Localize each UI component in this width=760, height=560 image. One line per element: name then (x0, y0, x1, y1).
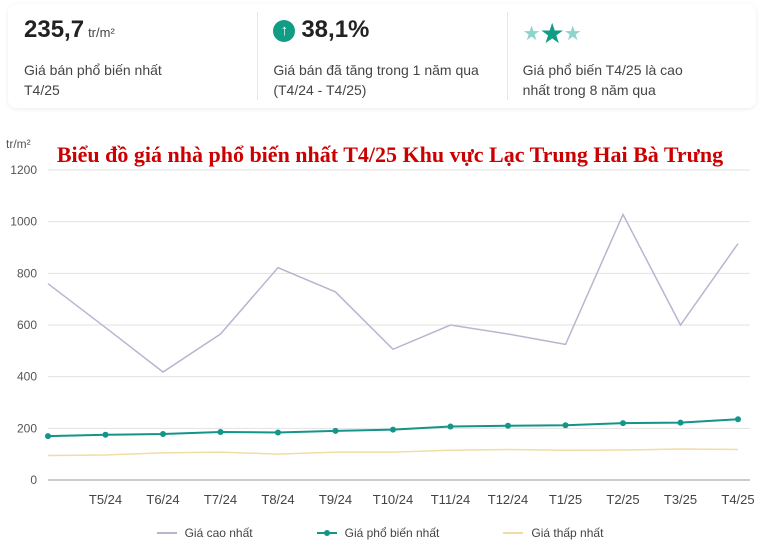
series-low-line (47, 448, 739, 457)
stat-common-price: 235,7 tr/m² Giá bán phổ biến nhất T4/25 (8, 4, 257, 108)
x-tick-label: T2/25 (606, 492, 639, 507)
stat-value: 38,1% (301, 16, 370, 43)
legend-label: Giá thấp nhất (531, 526, 604, 540)
chart-title: Biểu đồ giá nhà phổ biến nhất T4/25 Khu … (57, 142, 723, 167)
star-icon: ★ (522, 22, 541, 45)
y-tick-label: 1000 (10, 215, 37, 229)
series-common-point (447, 423, 454, 430)
price-chart: Biểu đồ giá nhà phổ biến nhất T4/25 Khu … (6, 137, 755, 507)
series-common-point (620, 420, 626, 427)
star-icon: ★ (563, 22, 582, 45)
legend-dot (323, 530, 330, 536)
series-common-point (332, 427, 339, 434)
legend-item-high[interactable]: Giá cao nhất (156, 526, 253, 540)
arrow-up-icon: ↑ (273, 20, 296, 42)
x-tick-label: T7/24 (204, 492, 237, 507)
legend-item-low[interactable]: Giá thấp nhất (503, 526, 603, 540)
x-tick-label: T10/24 (373, 492, 413, 507)
series-common-point (562, 422, 569, 429)
legend-label: Giá cao nhất (184, 526, 253, 540)
series-common-point (390, 426, 396, 433)
legend-item-common[interactable]: Giá phổ biến nhất (316, 526, 440, 540)
x-tick-label: T11/24 (431, 492, 471, 507)
stat-unit: tr/m² (88, 25, 115, 40)
x-tick-label: T1/25 (549, 492, 582, 507)
x-tick-label: T12/24 (488, 492, 528, 507)
legend-swatch (156, 532, 177, 534)
legend-swatch (316, 530, 337, 536)
series-common-point (505, 422, 511, 429)
stats-panel: 235,7 tr/m² Giá bán phổ biến nhất T4/25 … (8, 4, 756, 108)
legend-label: Giá phổ biến nhất (344, 526, 440, 540)
x-tick-label: T6/24 (146, 492, 179, 507)
star-icon: ★ (539, 17, 565, 49)
y-tick-label: 200 (17, 421, 37, 435)
series-common-point (735, 416, 741, 423)
x-tick-label: T3/25 (664, 492, 697, 507)
stat-rating: ★ ★ ★ Giá phổ biến T4/25 là cao nhất tro… (506, 4, 756, 108)
y-axis-label: tr/m² (6, 137, 31, 151)
stat-description: Giá phổ biến T4/25 là cao nhất trong 8 n… (522, 62, 683, 98)
y-tick-label: 400 (17, 370, 37, 384)
star-rating: ★ ★ ★ (523, 16, 740, 50)
series-common-point (102, 431, 109, 438)
y-tick-label: 1200 (10, 163, 37, 177)
series-common-point (677, 419, 684, 426)
stat-description: Giá bán phổ biến nhất T4/25 (24, 62, 162, 98)
stat-price-growth: ↑ 38,1% Giá bán đã tăng trong 1 năm qua … (257, 4, 506, 108)
y-tick-label: 800 (17, 266, 37, 280)
stat-description: Giá bán đã tăng trong 1 năm qua (T4/24 -… (273, 62, 479, 98)
series-common-point (45, 433, 51, 440)
chart-legend: Giá cao nhất Giá phổ biến nhất Giá thấp … (0, 526, 760, 540)
series-high-line (47, 212, 739, 373)
series-common-point (217, 428, 224, 435)
x-tick-label: T9/24 (319, 492, 352, 507)
stat-value: 235,7 (24, 16, 85, 43)
legend-swatch (503, 532, 524, 534)
series-common-point (275, 429, 281, 436)
y-tick-label: 600 (17, 318, 37, 332)
x-tick-label: T8/24 (261, 492, 294, 507)
x-tick-label: T5/24 (89, 492, 122, 507)
y-tick-label: 0 (30, 473, 37, 487)
x-tick-label: T4/25 (721, 492, 754, 507)
series-common-point (160, 431, 166, 438)
